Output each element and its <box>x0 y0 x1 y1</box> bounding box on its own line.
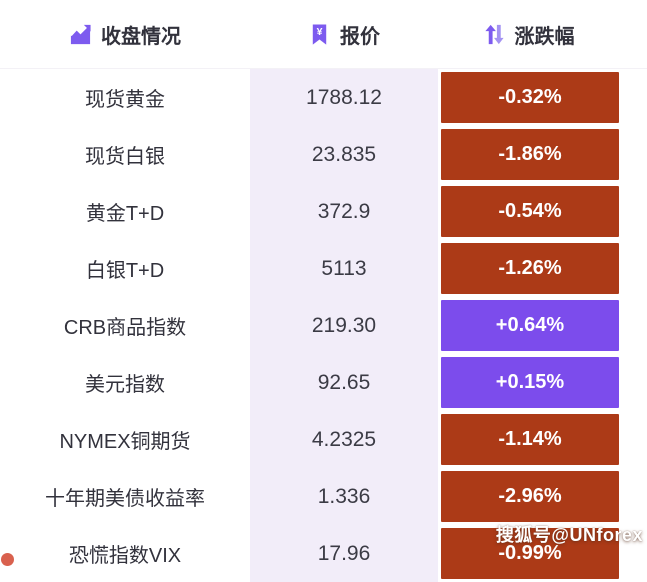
price-tag-icon: ¥ <box>308 23 331 46</box>
quote-value: 23.835 <box>250 126 438 183</box>
instrument-name: 恐慌指数VIX <box>68 545 182 567</box>
change-badge: -1.14% <box>441 414 619 465</box>
quote-value: 17.96 <box>250 525 438 582</box>
quote-value: 1.336 <box>250 468 438 525</box>
instrument-name: 黄金T+D <box>85 203 165 225</box>
header-label: 涨跌幅 <box>514 25 575 48</box>
table-row: 白银T+D 5113 -1.26% <box>0 240 647 297</box>
header-label: 收盘情况 <box>101 25 181 48</box>
change-cell: +0.15% <box>438 354 647 411</box>
table-row: 黄金T+D 372.9 -0.54% <box>0 183 647 240</box>
table-row: 美元指数 92.65 +0.15% <box>0 354 647 411</box>
change-cell: -1.86% <box>438 126 647 183</box>
change-badge: -0.54% <box>441 186 619 237</box>
instrument-name: 现货白银 <box>85 146 165 168</box>
instrument-name: 十年期美债收益率 <box>45 488 205 510</box>
change-cell: -2.96% <box>438 468 647 525</box>
change-badge: -2.96% <box>441 471 619 522</box>
red-dot <box>1 553 14 566</box>
change-badge: +0.64% <box>441 300 619 351</box>
instrument-name: 现货黄金 <box>85 89 165 111</box>
watermark: 搜狐号@UNforex <box>495 525 643 545</box>
instrument-name: CRB商品指数 <box>63 317 187 339</box>
change-badge: -0.32% <box>441 72 619 123</box>
quote-value: 219.30 <box>250 297 438 354</box>
header-label: 报价 <box>340 25 380 48</box>
instrument-name: 白银T+D <box>85 260 165 282</box>
quote-value: 4.2325 <box>250 411 438 468</box>
svg-text:¥: ¥ <box>317 25 323 37</box>
table-row: 现货白银 23.835 -1.86% <box>0 126 647 183</box>
up-down-arrows-icon <box>483 23 506 46</box>
quote-value: 92.65 <box>250 354 438 411</box>
change-cell: -1.14% <box>438 411 647 468</box>
header-change: 涨跌幅 <box>438 20 647 49</box>
table-header: 收盘情况 ¥ 报价 涨跌幅 <box>0 0 647 68</box>
quote-value: 1788.12 <box>250 69 438 126</box>
change-badge: -1.86% <box>441 129 619 180</box>
quote-value: 372.9 <box>250 183 438 240</box>
change-cell: -0.54% <box>438 183 647 240</box>
change-badge: +0.15% <box>441 357 619 408</box>
table-row: 现货黄金 1788.12 -0.32% <box>0 69 647 126</box>
change-cell: +0.64% <box>438 297 647 354</box>
table-row: CRB商品指数 219.30 +0.64% <box>0 297 647 354</box>
chart-icon <box>69 23 92 46</box>
change-cell: -0.32% <box>438 69 647 126</box>
change-cell: -1.26% <box>438 240 647 297</box>
header-close-situation: 收盘情况 <box>0 20 250 49</box>
header-quote: ¥ 报价 <box>250 20 438 49</box>
instrument-name: 美元指数 <box>85 374 165 396</box>
table-row: NYMEX铜期货 4.2325 -1.14% <box>0 411 647 468</box>
change-badge: -1.26% <box>441 243 619 294</box>
table-row: 十年期美债收益率 1.336 -2.96% <box>0 468 647 525</box>
instrument-name: NYMEX铜期货 <box>59 431 191 453</box>
table-body: 现货黄金 1788.12 -0.32% 现货白银 23.835 -1.86% 黄… <box>0 68 647 582</box>
quote-value: 5113 <box>250 240 438 297</box>
